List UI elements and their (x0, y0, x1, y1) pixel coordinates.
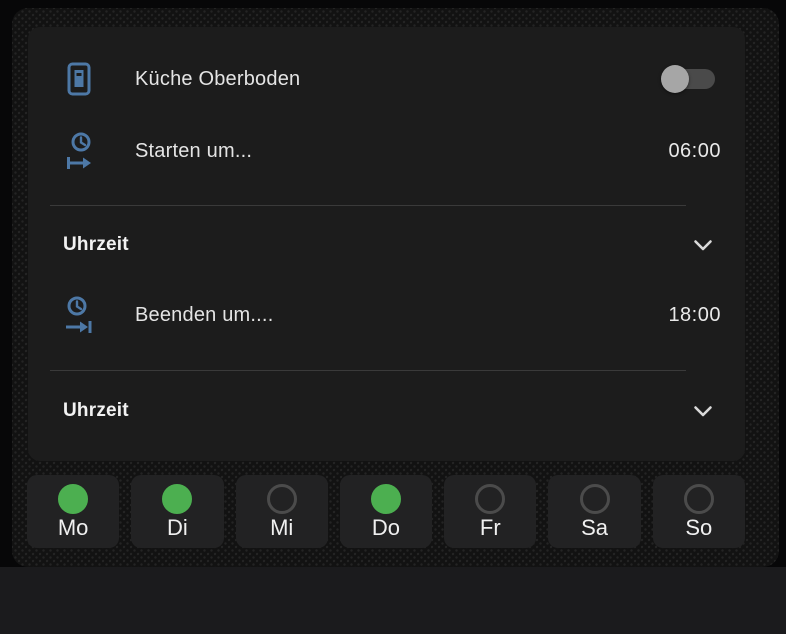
bottom-bar (0, 567, 786, 634)
light-switch-icon (64, 59, 94, 99)
weekday-state-dot (266, 484, 297, 514)
weekday-label: Mi (270, 515, 294, 540)
end-picker-label: Uhrzeit (63, 400, 129, 421)
weekday-state-dot (370, 484, 401, 514)
weekday-selector: Mo Di Mi Do Fr Sa So (27, 475, 745, 548)
weekday-label: So (685, 515, 713, 540)
entity-toggle[interactable] (661, 65, 715, 93)
schedule-card: Küche Oberboden Starten um... 06:00 (28, 27, 745, 461)
weekday-button[interactable]: Sa (548, 475, 641, 548)
weekday-state-dot (475, 484, 506, 514)
weekday-label: Di (167, 515, 188, 540)
weekday-button[interactable]: Do (339, 475, 433, 548)
weekday-state-dot (162, 484, 193, 514)
start-time-picker[interactable]: Uhrzeit (28, 217, 745, 273)
schedule-dialog: Küche Oberboden Starten um... 06:00 (12, 8, 779, 567)
end-time-value: 18:00 (668, 303, 721, 326)
weekday-label: Sa (581, 515, 608, 540)
clock-end-icon (64, 295, 94, 335)
start-label: Starten um... (135, 139, 253, 162)
weekday-state-dot (58, 484, 89, 514)
start-time-row[interactable]: Starten um... 06:00 (28, 123, 745, 179)
end-label: Beenden um.... (135, 303, 274, 326)
weekday-label: Fr (479, 515, 501, 540)
weekday-button[interactable]: Mo (27, 475, 120, 548)
weekday-button[interactable]: So (652, 475, 745, 548)
weekday-button[interactable]: Fr (444, 475, 537, 548)
start-time-value: 06:00 (668, 139, 721, 162)
start-picker-label: Uhrzeit (63, 234, 129, 255)
weekday-label: Do (371, 515, 401, 540)
end-time-row[interactable]: Beenden um.... 18:00 (28, 287, 745, 343)
clock-start-icon (64, 131, 94, 171)
weekday-state-dot (683, 484, 714, 514)
divider (50, 205, 686, 206)
weekday-label: Mo (57, 515, 89, 540)
entity-name: Küche Oberboden (135, 67, 301, 90)
end-time-picker[interactable]: Uhrzeit (28, 383, 745, 439)
chevron-down-icon (693, 239, 713, 252)
weekday-button[interactable]: Mi (235, 475, 328, 548)
toggle-thumb (661, 65, 689, 93)
weekday-button[interactable]: Di (131, 475, 224, 548)
entity-row: Küche Oberboden (28, 51, 745, 107)
chevron-down-icon (693, 405, 713, 418)
weekday-state-dot (579, 484, 610, 514)
divider (50, 370, 686, 371)
